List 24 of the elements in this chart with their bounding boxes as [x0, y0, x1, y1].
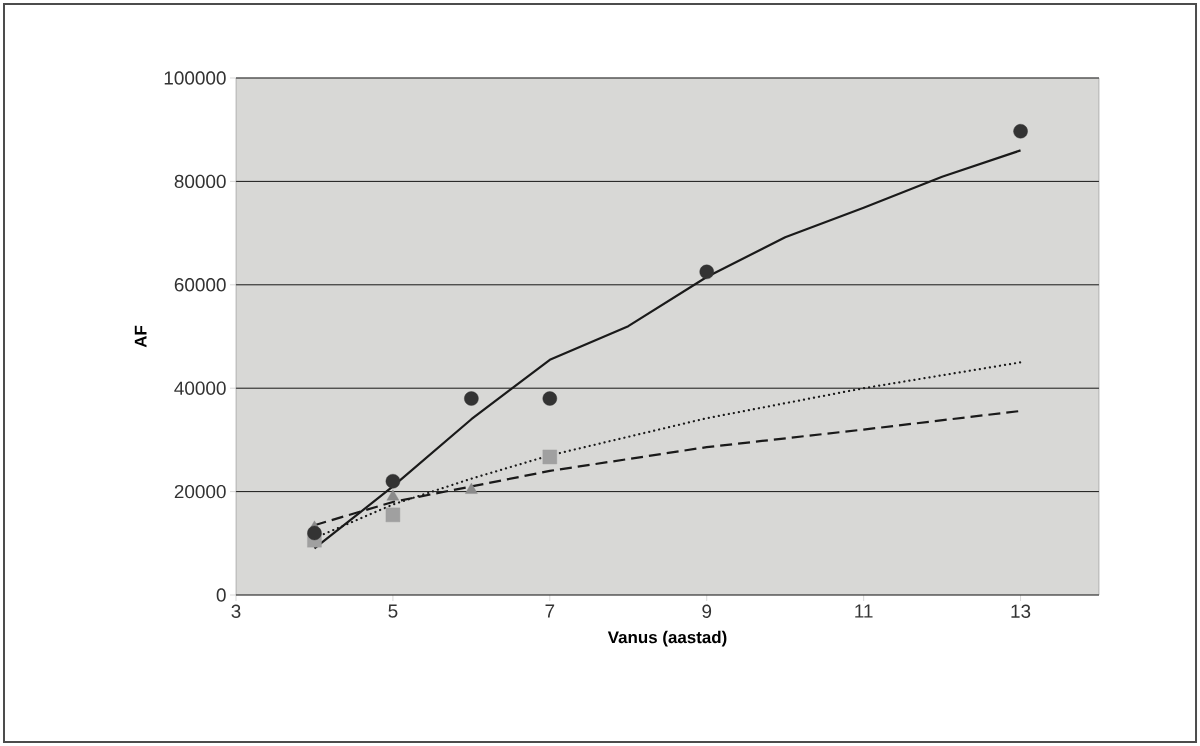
point	[542, 391, 558, 406]
point	[699, 264, 714, 280]
x-tick-label: 11	[855, 604, 873, 618]
point	[542, 449, 558, 465]
x-tick-label: 7	[545, 604, 555, 618]
x-tick-label: 3	[231, 604, 241, 618]
y-tick-label: 0	[216, 588, 226, 602]
y-tick-label: 100000	[164, 71, 226, 85]
y-tick-label: 40000	[174, 381, 226, 395]
point	[385, 507, 401, 523]
y-tick-label: 20000	[174, 484, 226, 499]
point	[307, 525, 322, 541]
point	[385, 474, 401, 489]
x-tick-label: 13	[1011, 604, 1031, 618]
point	[386, 489, 400, 501]
point	[465, 482, 478, 494]
x-axis-title: Vanus (aastad)	[607, 630, 727, 647]
y-tick-label: 60000	[174, 278, 226, 292]
point	[464, 391, 479, 406]
point	[1013, 124, 1028, 139]
x-tick-label: 9	[702, 604, 712, 618]
y-axis-title: AF	[134, 325, 147, 348]
y-tick-label: 80000	[174, 174, 226, 189]
x-tick-label: 5	[388, 604, 398, 618]
